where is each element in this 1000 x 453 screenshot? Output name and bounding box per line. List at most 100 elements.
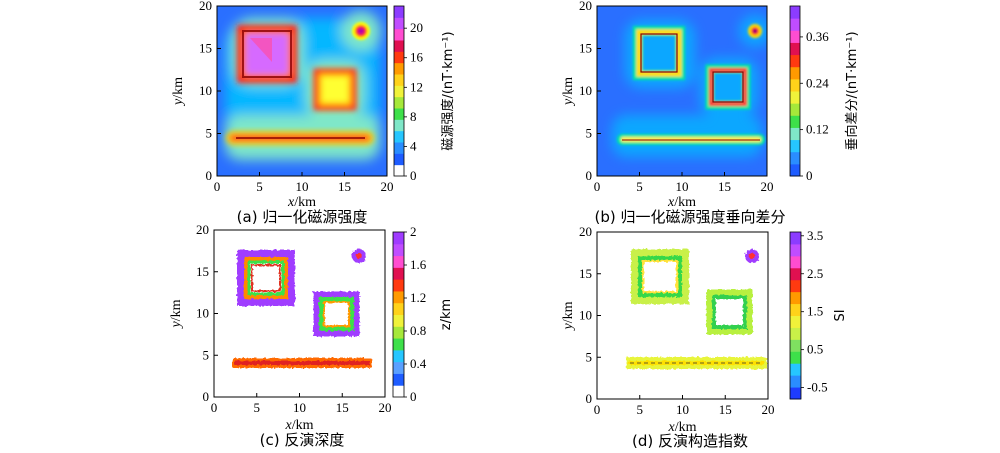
panel-a: 0 5 10 15 20 0 5 10 15 20 x/km y/km 0 4 8 12 16 20 磁源强度/(… xyxy=(171,0,456,226)
colorbar-swatch xyxy=(393,385,404,398)
x-tick-label: 20 xyxy=(762,402,775,417)
x-tick-label: 5 xyxy=(256,179,263,194)
colorbar-swatch xyxy=(393,338,404,351)
y-tick-label: 10 xyxy=(579,83,592,98)
colorbar-swatch xyxy=(393,314,404,327)
colorbar-swatch xyxy=(790,243,801,257)
x-tick-label: 20 xyxy=(379,400,392,415)
y-axis-label: y/km xyxy=(171,77,186,107)
colorbar-swatch xyxy=(790,351,801,364)
y-tick-label: 10 xyxy=(199,83,212,98)
colorbar-swatch xyxy=(790,163,800,177)
y-tick-label: 20 xyxy=(196,222,209,237)
colorbar-swatch xyxy=(790,279,801,293)
colorbar-swatch xyxy=(790,115,800,128)
colorbar-tick-label: 0.8 xyxy=(410,323,426,338)
x-tick-label: 10 xyxy=(296,179,309,194)
colorbar-tick-label: 0 xyxy=(410,168,417,183)
colorbar-swatch xyxy=(394,74,404,86)
colorbar-swatch xyxy=(393,232,404,245)
colorbar-tick-label: 0.5 xyxy=(807,342,823,357)
colorbar-swatch xyxy=(790,303,801,316)
y-tick-label: 0 xyxy=(586,168,593,183)
colorbar-swatch xyxy=(790,291,801,305)
x-axis-label: x/km xyxy=(667,195,696,210)
colorbar-swatch xyxy=(393,255,404,268)
y-tick-label: 20 xyxy=(199,0,212,13)
colorbar-swatch xyxy=(790,315,801,328)
colorbar-tick-label: 3.5 xyxy=(807,228,823,243)
colorbar-swatch xyxy=(393,279,404,292)
colorbar-swatch xyxy=(790,232,801,245)
y-tick-label: 15 xyxy=(579,266,592,281)
y-tick-label: 20 xyxy=(579,224,592,239)
panel-d-colorbar: -0.5 0.5 1.5 2.5 3.5 SI xyxy=(789,228,848,400)
y-tick-label: 20 xyxy=(579,0,592,13)
colorbar-tick-label: -0.5 xyxy=(807,380,828,395)
y-tick-label: 10 xyxy=(579,308,592,323)
panel-b-axes: 0 5 10 15 20 0 5 10 15 20 x/km y/km xyxy=(561,0,774,210)
colorbar-swatch xyxy=(393,267,404,280)
y-tick-label: 5 xyxy=(203,347,210,362)
x-tick-label: 0 xyxy=(594,179,601,194)
colorbar-swatch xyxy=(790,255,801,269)
colorbar-swatch xyxy=(790,103,800,116)
colorbar-swatch xyxy=(394,62,404,75)
panel-d: 0 5 10 15 20 0 5 10 15 20 x/km y/km -0.5 0.5 1.5 2.5 3.… xyxy=(561,224,848,450)
x-tick-label: 15 xyxy=(718,179,731,194)
y-tick-label: 0 xyxy=(586,391,593,406)
colorbar-swatch xyxy=(393,243,404,257)
panel-b-caption: (b) 归一化磁源强度垂向差分 xyxy=(595,208,786,226)
x-tick-label: 5 xyxy=(636,179,643,194)
panel-a-caption: (a) 归一化磁源强度 xyxy=(237,208,368,226)
colorbar-swatch xyxy=(790,91,800,104)
y-tick-label: 15 xyxy=(199,41,212,56)
colorbar-swatch xyxy=(394,85,404,98)
panel-a-axes: 0 5 10 15 20 0 5 10 15 20 x/km y/km xyxy=(171,0,394,210)
colorbar-swatch xyxy=(790,387,801,400)
colorbar-frame xyxy=(789,5,801,177)
y-tick-label: 0 xyxy=(203,389,210,404)
colorbar-swatch xyxy=(790,18,800,31)
colorbar-swatch xyxy=(393,290,404,304)
colorbar-swatch xyxy=(393,361,404,374)
colorbar-tick-label: 2 xyxy=(410,224,417,239)
x-axis-label: x/km xyxy=(287,195,316,210)
colorbar-tick-label: 0.12 xyxy=(806,122,829,137)
panel-b: 0 5 10 15 20 0 5 10 15 20 x/km y/km 0 0.12 0.24 0.36 垂向… xyxy=(561,0,860,226)
colorbar-swatch xyxy=(790,151,800,165)
colorbar-swatch xyxy=(393,349,404,363)
x-tick-label: 20 xyxy=(761,179,774,194)
y-tick-label: 15 xyxy=(196,264,209,279)
colorbar-swatch xyxy=(394,51,404,64)
panel-a-map xyxy=(217,6,387,176)
colorbar-swatch xyxy=(393,302,404,315)
colorbar-label: z/km xyxy=(439,299,454,330)
panel-b-colorbar: 0 0.12 0.24 0.36 垂向差分/(nT·km⁻¹) xyxy=(789,5,860,183)
colorbar-swatch xyxy=(394,130,404,143)
colorbar-tick-label: 20 xyxy=(410,20,423,35)
panel-a-colorbar: 0 4 8 12 16 20 磁源强度/(nT·km⁻¹) xyxy=(393,5,456,183)
colorbar-swatch xyxy=(790,78,800,92)
panel-c: 0 5 10 15 20 0 5 10 15 20 x/km y/km 0 0.4 0.8 1.2 1.6 2 z… xyxy=(169,222,454,449)
x-tick-label: 20 xyxy=(381,179,394,194)
x-tick-label: 15 xyxy=(336,400,349,415)
colorbar-tick-label: 1.2 xyxy=(410,290,426,305)
x-tick-label: 0 xyxy=(214,179,221,194)
x-tick-label: 10 xyxy=(293,400,306,415)
y-tick-label: 0 xyxy=(206,168,213,183)
colorbar-tick-label: 8 xyxy=(410,109,417,124)
panel-b-map xyxy=(597,6,767,176)
y-tick-label: 5 xyxy=(586,349,593,364)
y-tick-label: 5 xyxy=(586,126,593,141)
colorbar-tick-label: 0.24 xyxy=(806,75,829,90)
colorbar-swatch xyxy=(790,66,800,80)
colorbar-tick-label: 12 xyxy=(410,79,423,94)
colorbar-swatch xyxy=(394,119,404,132)
panel-c-map xyxy=(214,230,385,397)
colorbar-swatch xyxy=(790,375,801,388)
colorbar-swatch xyxy=(394,28,404,41)
x-tick-label: 10 xyxy=(676,179,689,194)
y-tick-label: 5 xyxy=(206,126,213,141)
x-tick-label: 5 xyxy=(254,400,261,415)
